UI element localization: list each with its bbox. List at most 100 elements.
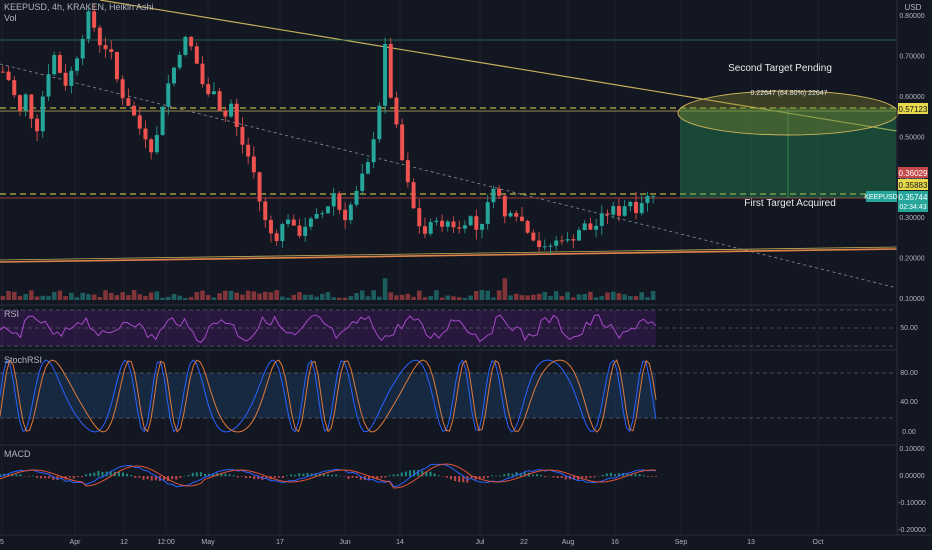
macd-hist-bar: [15, 474, 18, 477]
candle-body: [417, 208, 422, 227]
dashed-level-tag-text: 0.35883: [899, 181, 928, 190]
volume-bar: [371, 290, 376, 300]
volume-bar: [194, 291, 200, 300]
candle-body: [137, 115, 142, 129]
macd-hist-bar: [413, 470, 416, 477]
candle-body: [234, 103, 239, 127]
macd-hist-bar: [290, 474, 293, 477]
stochrsi-label[interactable]: StochRSI: [4, 355, 43, 365]
volume-bar: [434, 290, 439, 300]
macd-hist-bar: [232, 475, 235, 477]
volume-bar: [359, 290, 365, 300]
volume-bar: [337, 297, 342, 300]
descending-resistance-line: [99, 0, 898, 132]
stoch-tick-label: 40.00: [900, 399, 918, 406]
volume-bar: [508, 295, 513, 300]
macd-hist-bar: [614, 474, 616, 477]
macd-hist-bar: [523, 472, 526, 477]
symbol-header[interactable]: KEEPUSD, 4h, KRAKEN, Heikin Ashi: [4, 2, 154, 12]
time-tick-label: Oct: [813, 539, 824, 546]
macd-hist-bar: [618, 473, 621, 477]
macd-hist-bar: [35, 476, 38, 478]
candle-body: [291, 219, 296, 226]
time-tick-label: Aug: [562, 539, 575, 546]
price-axis[interactable]: 0.80000 0.70000 0.60000 0.50000 0.40000 0.300…: [898, 13, 926, 534]
volume-bar: [97, 296, 103, 300]
macd-hist-bar: [44, 476, 47, 479]
volume-bar: [325, 292, 331, 300]
candle-body: [257, 172, 262, 202]
macd-hist-bar: [347, 476, 350, 479]
macd-hist-bar: [573, 476, 575, 480]
measure-label: 0.22647 (64.80%) 22647: [750, 90, 827, 97]
candle-body: [206, 84, 211, 95]
candle-body: [428, 222, 433, 234]
volume-bar: [354, 292, 359, 300]
macd-label[interactable]: MACD: [4, 449, 31, 459]
volume-bar: [51, 291, 57, 300]
macd-hist-bar: [450, 476, 452, 480]
macd-line: [0, 463, 657, 488]
volume-bar: [445, 295, 451, 300]
macd-hist-bar: [27, 476, 30, 477]
macd-hist-bar: [89, 473, 92, 477]
red-level-tag-text: 0.36029: [899, 169, 928, 178]
volume-bar: [234, 292, 240, 300]
rsi-pane: [0, 304, 897, 347]
volume-bar: [342, 297, 348, 300]
volume-bar: [394, 295, 399, 300]
macd-hist-bar: [97, 470, 100, 477]
volume-bar: [616, 293, 622, 300]
candle-body: [582, 223, 587, 231]
price-tick-label: 0.60000: [899, 94, 924, 101]
macd-hist-bar: [478, 476, 481, 480]
macd-hist-bar: [327, 474, 329, 477]
red-level-tag: [898, 167, 928, 178]
macd-hist-bar: [179, 476, 182, 478]
volume-bar: [605, 292, 610, 300]
candle-body: [371, 139, 376, 163]
candle-body: [559, 240, 564, 242]
macd-hist-bar: [277, 476, 280, 478]
candle-body: [6, 71, 11, 81]
time-tick-label: Jul: [476, 539, 485, 546]
volume-bar: [114, 295, 120, 300]
volume-bar: [103, 290, 108, 300]
price-tick-label: 0.40000: [899, 175, 924, 182]
candle-body: [69, 70, 74, 86]
stochrsi-pane: [0, 349, 897, 433]
candle-body: [394, 97, 399, 125]
candle-body: [109, 49, 114, 52]
rsi-label[interactable]: RSI: [4, 309, 20, 319]
volume-bar: [485, 290, 491, 300]
candle-body: [519, 216, 524, 221]
volume-bar: [456, 297, 462, 300]
current-price-tag: [898, 191, 928, 212]
macd-hist-bar: [117, 471, 120, 477]
trendlines: [0, 0, 898, 289]
candle-body: [171, 67, 176, 84]
volume-bar: [582, 294, 587, 300]
volume-bar: [74, 297, 80, 300]
macd-hist-bar: [48, 476, 51, 479]
candle-body: [451, 221, 456, 228]
volume-bar: [29, 290, 34, 300]
macd-tick-label: 0.10000: [899, 446, 924, 453]
volume-bar: [542, 292, 548, 300]
candle-body: [348, 204, 353, 221]
time-axis[interactable]: 5 Apr 12 12:00 May 17 Jun 14 Jul 22 Aug 16 Sep 13 Oct: [0, 539, 823, 546]
volume-bar: [479, 290, 485, 300]
volume-bar: [211, 297, 217, 300]
price-tick-label: 0.70000: [899, 53, 924, 60]
macd-hist-bar: [195, 472, 198, 477]
macd-hist-bar: [294, 474, 297, 477]
volume-bar: [588, 291, 593, 300]
volume-bar: [291, 294, 297, 300]
candle-body: [97, 27, 102, 46]
candle-body: [246, 144, 251, 157]
macd-hist-bar: [224, 473, 227, 477]
candle-body: [440, 220, 445, 227]
volume-bar: [496, 290, 502, 300]
currency-label: USD: [905, 3, 922, 12]
